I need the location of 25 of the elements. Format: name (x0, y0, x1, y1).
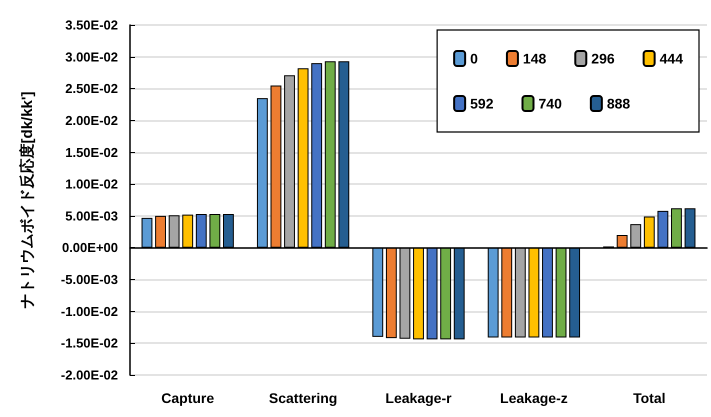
legend-label: 296 (591, 50, 615, 66)
legend-label: 0 (470, 50, 478, 66)
y-tick-label: -1.50E-02 (60, 336, 118, 351)
y-tick-label: 3.00E-02 (65, 49, 118, 64)
legend-label: 148 (522, 50, 546, 66)
y-tick-label: -2.00E-02 (60, 368, 118, 382)
legend-label: 444 (660, 50, 684, 66)
legend-label: 888 (606, 96, 630, 112)
legend-label: 740 (538, 96, 562, 112)
y-tick-label: 2.50E-02 (65, 81, 118, 96)
x-tick-label: Capture (161, 390, 214, 406)
y-tick-label: -1.00E-02 (60, 304, 118, 319)
y-tick-label: 1.00E-02 (65, 176, 118, 192)
x-tick-label: Leakage-r (385, 390, 452, 406)
x-tick-label: Total (633, 390, 666, 406)
y-tick-label: 1.50E-02 (65, 144, 118, 160)
x-tick-label: Scattering (268, 390, 338, 406)
y-tick-label: -5.00E-03 (60, 272, 118, 288)
y-tick-label: 3.50E-02 (65, 18, 118, 32)
y-tick-label: 2.00E-02 (65, 112, 118, 128)
y-tick-label: 5.00E-03 (65, 208, 118, 224)
y-tick-label: 0.00E+00 (62, 240, 118, 256)
legend-label: 592 (470, 96, 494, 112)
x-tick-label: Leakage-z (500, 390, 568, 406)
y-axis-title: ナトリウムボイド反応度[dk/kk'] (18, 92, 36, 308)
